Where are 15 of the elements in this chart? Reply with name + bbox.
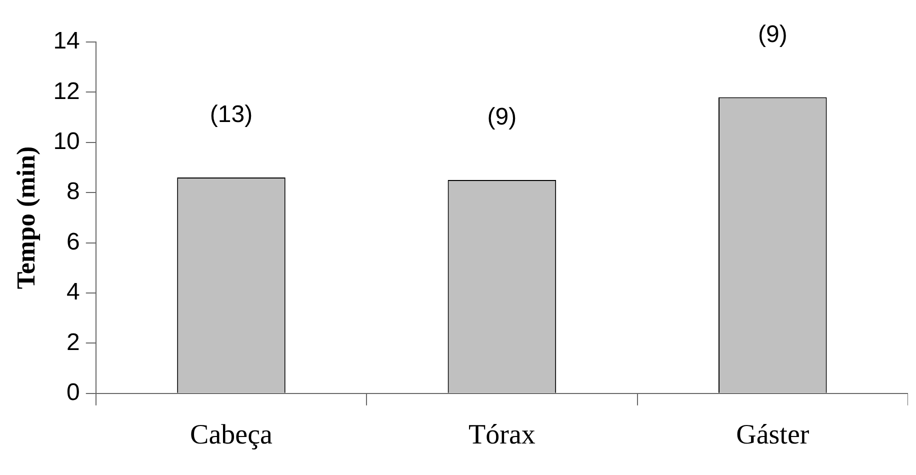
y-tick-label: 6	[66, 228, 80, 256]
y-tick-label: 12	[53, 78, 80, 105]
y-tick-label: 4	[66, 278, 80, 306]
y-tick-label: 8	[66, 178, 80, 206]
x-tick-label: Tórax	[468, 420, 536, 451]
x-tick-label: Gáster	[736, 420, 810, 451]
annotation: (9)	[487, 104, 517, 131]
y-tick-label: 14	[53, 28, 80, 55]
y-axis-title: Tempo (min)	[11, 146, 40, 290]
x-tick-label: Cabeça	[190, 420, 274, 451]
y-tick-label: 0	[66, 379, 80, 406]
y-tick-label: 2	[66, 328, 80, 356]
annotation: (13)	[210, 101, 253, 128]
y-tick-label: 10	[53, 128, 80, 156]
annotation: (9)	[758, 20, 788, 48]
